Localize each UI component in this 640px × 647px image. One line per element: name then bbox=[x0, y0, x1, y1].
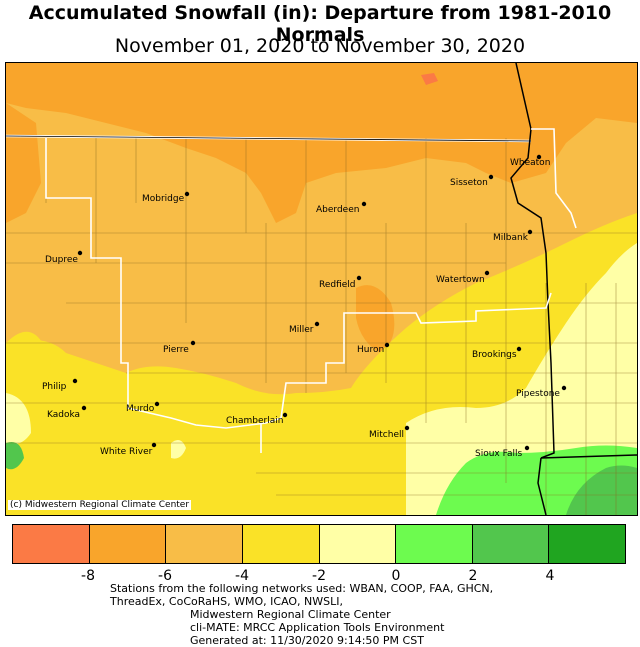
city-dot-pierre bbox=[190, 340, 196, 346]
city-label-kadoka: Kadoka bbox=[47, 410, 81, 420]
city-dot-white-river bbox=[151, 442, 157, 448]
zone-plus2-west bbox=[6, 442, 24, 470]
city-label-aberdeen: Aberdeen bbox=[316, 205, 360, 215]
state-border-north bbox=[515, 63, 532, 130]
legend-swatch-2 bbox=[89, 525, 167, 563]
city-dot-milbank bbox=[527, 229, 533, 235]
zone-zero-spot bbox=[171, 439, 186, 459]
city-dot-sisseton bbox=[488, 174, 494, 180]
city-dot-aberdeen bbox=[361, 201, 367, 207]
state-border-nd-sd-dark bbox=[6, 135, 532, 142]
legend-tick: 4 bbox=[545, 568, 555, 584]
city-dot-mobridge bbox=[184, 191, 190, 197]
city-label-mitchell: Mitchell bbox=[369, 430, 404, 440]
zone-minus6-north bbox=[6, 63, 637, 223]
zone-minus2-west bbox=[6, 331, 51, 413]
legend-swatch-1 bbox=[13, 525, 90, 563]
legend-tick: 2 bbox=[468, 568, 478, 584]
city-label-mobridge: Mobridge bbox=[142, 194, 185, 204]
footer-line-2: ThreadEx, CoCoRaHS, WMO, ICAO, NWSLI, bbox=[110, 595, 344, 608]
legend-tick: -6 bbox=[158, 568, 172, 584]
city-dot-huron bbox=[384, 342, 390, 348]
city-dot-chamberlain bbox=[282, 412, 288, 418]
city-dot-sioux-falls bbox=[524, 445, 530, 451]
legend-swatch-6 bbox=[396, 525, 473, 563]
city-dot-murdo bbox=[154, 401, 160, 407]
state-border-ia bbox=[537, 457, 547, 515]
city-label-miller: Miller bbox=[289, 325, 314, 335]
map-canvas bbox=[6, 63, 637, 515]
city-label-sisseton: Sisseton bbox=[450, 178, 488, 188]
legend-tick: 0 bbox=[391, 568, 401, 584]
city-label-huron: Huron bbox=[357, 345, 385, 355]
footer-notes: Stations from the following networks use… bbox=[110, 582, 493, 647]
city-dots bbox=[72, 154, 567, 451]
city-dot-dupree bbox=[77, 250, 83, 256]
legend-tick: -4 bbox=[235, 568, 249, 584]
city-label-watertown: Watertown bbox=[436, 275, 485, 285]
zone-zero-west bbox=[6, 393, 31, 445]
legend-swatch-5 bbox=[319, 525, 397, 563]
city-dot-pipestone bbox=[561, 385, 567, 391]
legend-tick: -8 bbox=[81, 568, 95, 584]
snowfall-departure-map bbox=[5, 62, 638, 516]
city-label-dupree: Dupree bbox=[45, 255, 78, 265]
city-label-milbank: Milbank bbox=[493, 233, 528, 243]
credit-label: (c) Midwestern Regional Climate Center bbox=[8, 500, 192, 510]
city-label-pierre: Pierre bbox=[163, 345, 189, 355]
footer-line-4: cli-MATE: MRCC Application Tools Environ… bbox=[190, 621, 445, 634]
city-label-pipestone: Pipestone bbox=[516, 389, 560, 399]
legend-swatch-3 bbox=[166, 525, 243, 563]
city-dot-miller bbox=[314, 321, 320, 327]
city-dot-watertown bbox=[484, 270, 490, 276]
legend-swatch-8 bbox=[549, 525, 625, 563]
city-label-brookings: Brookings bbox=[472, 350, 517, 360]
zone-plus4-green bbox=[566, 465, 637, 515]
legend-swatch-4 bbox=[242, 525, 320, 563]
city-label-sioux-falls: Sioux Falls bbox=[475, 449, 523, 459]
city-label-wheaton: Wheaton bbox=[510, 158, 551, 168]
map-subtitle: November 01, 2020 to November 30, 2020 bbox=[114, 35, 526, 57]
zone-zero-lightyellow bbox=[406, 243, 637, 515]
footer-line-3: Midwestern Regional Climate Center bbox=[190, 608, 391, 621]
state-border-sd-mn bbox=[510, 128, 555, 459]
city-label-chamberlain: Chamberlain bbox=[226, 416, 284, 426]
city-dot-philip bbox=[72, 378, 78, 384]
city-dot-redfield bbox=[356, 275, 362, 281]
map-title: Accumulated Snowfall (in): Departure fro… bbox=[28, 2, 612, 46]
city-label-philip: Philip bbox=[42, 382, 67, 392]
zone-minus8-spot bbox=[421, 73, 438, 85]
city-dot-kadoka bbox=[81, 405, 87, 411]
city-label-redfield: Redfield bbox=[319, 280, 356, 290]
city-dot-wheaton bbox=[536, 154, 542, 160]
city-label-murdo: Murdo bbox=[126, 404, 155, 414]
region-boundary-white bbox=[45, 128, 577, 453]
city-dot-brookings bbox=[516, 346, 522, 352]
legend-swatch-7 bbox=[472, 525, 550, 563]
footer-line-5: Generated at: 11/30/2020 9:14:50 PM CST bbox=[190, 634, 424, 647]
zone-minus6-huron bbox=[356, 285, 395, 353]
footer-line-1: Stations from the following networks use… bbox=[110, 582, 494, 595]
color-legend bbox=[12, 524, 626, 564]
state-border-mn-ia bbox=[540, 454, 637, 459]
legend-tick: -2 bbox=[312, 568, 326, 584]
zone-minus6-west bbox=[6, 103, 41, 223]
city-label-white-river: White River bbox=[100, 447, 153, 457]
city-dot-mitchell bbox=[404, 425, 410, 431]
